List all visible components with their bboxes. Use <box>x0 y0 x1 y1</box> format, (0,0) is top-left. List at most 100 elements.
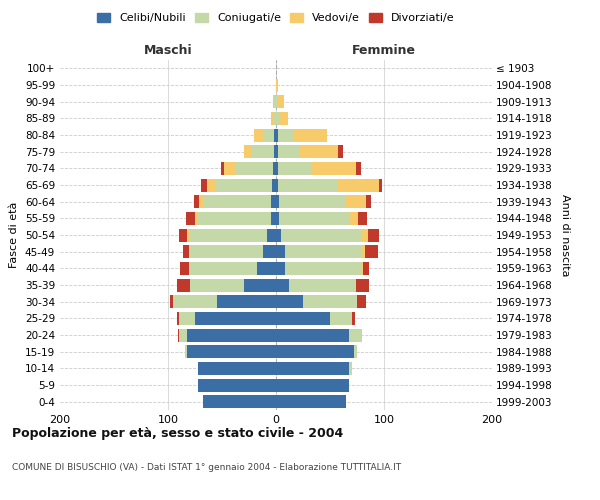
Bar <box>364 262 369 275</box>
Bar <box>190 278 244 291</box>
Bar <box>170 295 173 308</box>
Bar <box>252 145 274 158</box>
Bar <box>276 178 278 192</box>
Bar <box>356 278 369 291</box>
Bar <box>358 212 367 225</box>
Bar <box>207 178 215 192</box>
Bar <box>276 295 303 308</box>
Bar <box>187 212 195 225</box>
Bar <box>203 195 271 208</box>
Bar <box>349 212 358 225</box>
Bar <box>284 262 362 275</box>
Bar <box>202 178 207 192</box>
Bar <box>289 278 356 291</box>
Bar <box>179 228 187 241</box>
Bar <box>187 228 190 241</box>
Bar <box>276 362 349 375</box>
Text: Femmine: Femmine <box>352 44 416 57</box>
Bar <box>203 395 276 408</box>
Bar <box>278 128 295 141</box>
Bar <box>224 162 235 175</box>
Bar <box>276 312 330 325</box>
Bar <box>268 228 276 241</box>
Bar <box>271 195 276 208</box>
Bar <box>244 145 252 158</box>
Bar <box>362 262 364 275</box>
Bar <box>276 345 354 358</box>
Bar <box>244 278 276 291</box>
Text: COMUNE DI BISUSCHIO (VA) - Dati ISTAT 1° gennaio 2004 - Elaborazione TUTTITALIA.: COMUNE DI BISUSCHIO (VA) - Dati ISTAT 1°… <box>12 462 401 471</box>
Bar <box>276 278 289 291</box>
Bar <box>278 162 311 175</box>
Y-axis label: Fasce di età: Fasce di età <box>10 202 19 268</box>
Bar <box>278 178 338 192</box>
Bar <box>198 378 276 392</box>
Bar <box>276 212 279 225</box>
Text: Popolazione per età, sesso e stato civile - 2004: Popolazione per età, sesso e stato civil… <box>12 428 343 440</box>
Bar <box>379 178 382 192</box>
Bar <box>187 328 276 342</box>
Bar <box>274 128 276 141</box>
Bar <box>362 228 368 241</box>
Bar <box>276 378 349 392</box>
Bar <box>276 112 279 125</box>
Bar <box>276 195 279 208</box>
Bar <box>365 195 371 208</box>
Bar <box>279 112 288 125</box>
Bar <box>311 162 356 175</box>
Bar <box>295 128 327 141</box>
Bar <box>254 128 263 141</box>
Bar <box>279 212 349 225</box>
Bar <box>273 162 276 175</box>
Bar <box>221 162 224 175</box>
Bar <box>300 145 338 158</box>
Bar <box>278 145 300 158</box>
Bar <box>284 245 362 258</box>
Legend: Celibi/Nubili, Coniugati/e, Vedovi/e, Divorziati/e: Celibi/Nubili, Coniugati/e, Vedovi/e, Di… <box>95 10 457 26</box>
Bar <box>276 95 278 108</box>
Bar <box>274 145 276 158</box>
Bar <box>271 212 276 225</box>
Bar <box>190 262 257 275</box>
Bar <box>276 262 284 275</box>
Bar <box>188 245 190 258</box>
Bar <box>190 245 263 258</box>
Y-axis label: Anni di nascita: Anni di nascita <box>560 194 569 276</box>
Bar <box>179 328 187 342</box>
Bar <box>349 362 352 375</box>
Bar <box>199 195 203 208</box>
Bar <box>276 245 284 258</box>
Bar <box>173 295 217 308</box>
Bar <box>362 245 365 258</box>
Bar <box>276 145 278 158</box>
Bar <box>188 262 190 275</box>
Bar <box>276 395 346 408</box>
Bar <box>185 345 187 358</box>
Bar <box>273 112 276 125</box>
Bar <box>356 162 361 175</box>
Bar <box>263 128 274 141</box>
Bar <box>195 312 276 325</box>
Bar <box>198 362 276 375</box>
Bar <box>365 245 377 258</box>
Bar <box>176 312 179 325</box>
Bar <box>276 228 281 241</box>
Bar <box>276 78 278 92</box>
Bar <box>190 228 268 241</box>
Bar <box>273 95 274 108</box>
Bar <box>195 212 197 225</box>
Bar <box>276 162 278 175</box>
Bar <box>279 195 346 208</box>
Bar <box>215 178 272 192</box>
Bar <box>235 162 273 175</box>
Bar <box>278 95 284 108</box>
Text: Maschi: Maschi <box>143 44 193 57</box>
Bar <box>352 312 355 325</box>
Bar <box>346 195 365 208</box>
Bar <box>274 95 276 108</box>
Bar <box>187 345 276 358</box>
Bar <box>194 195 199 208</box>
Bar <box>330 312 352 325</box>
Bar <box>272 178 276 192</box>
Bar <box>197 212 271 225</box>
